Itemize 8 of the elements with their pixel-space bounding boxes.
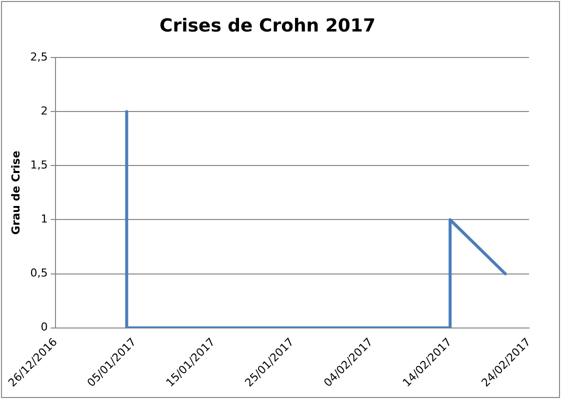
chart-title: Crises de Crohn 2017 [160,15,376,36]
y-axis-title: Grau de Crise [9,150,22,235]
y-tick-label: 2,5 [30,50,48,64]
y-tick-label: 2 [40,104,48,118]
y-tick-label: 0 [40,320,48,334]
y-tick-label: 0,5 [30,266,48,280]
y-tick-label: 1,5 [30,158,48,172]
y-tick-label: 1 [40,212,48,226]
